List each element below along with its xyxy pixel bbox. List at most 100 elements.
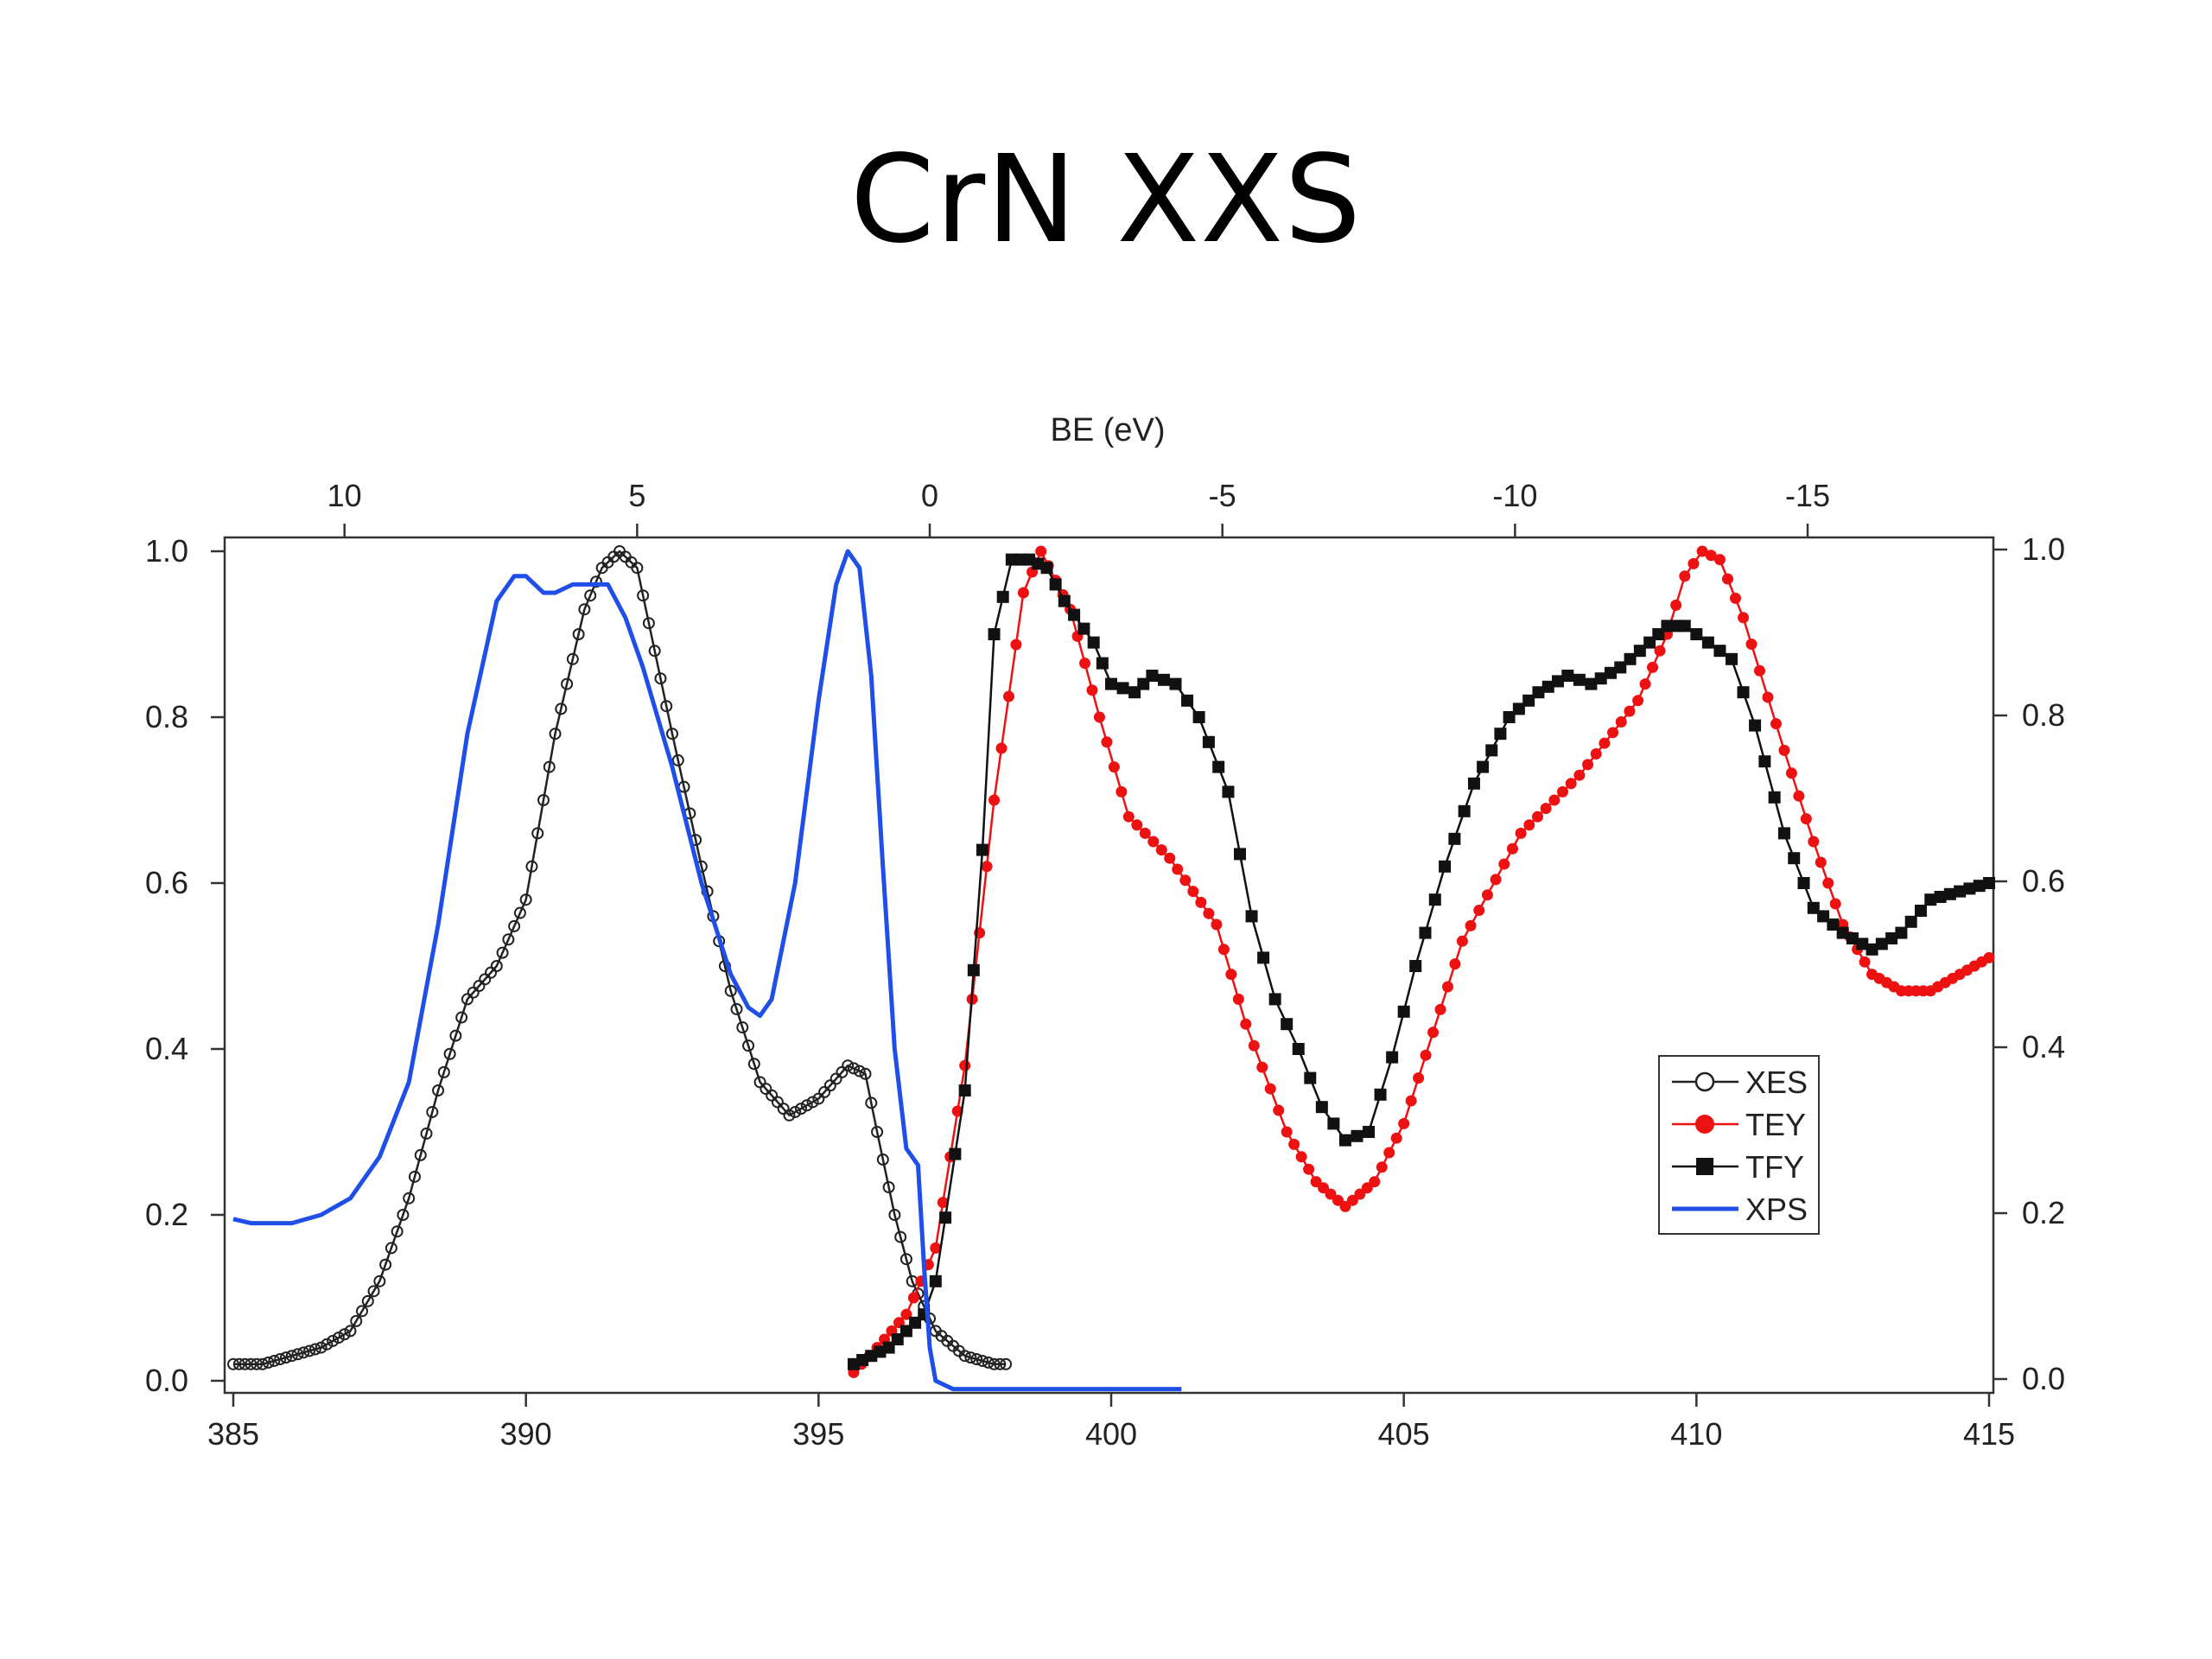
data-point [1077, 622, 1090, 635]
data-point [403, 1192, 416, 1205]
data-point [1257, 951, 1270, 964]
data-point [373, 1274, 386, 1287]
data-point [443, 1047, 456, 1060]
data-point [1397, 1005, 1410, 1018]
data-point [350, 1314, 363, 1327]
data-point [964, 1351, 977, 1364]
data-point [1195, 896, 1207, 908]
data-point [1427, 1027, 1440, 1039]
data-point [1654, 645, 1666, 657]
data-point [1594, 672, 1607, 685]
data-point [1108, 761, 1120, 773]
data-point [1449, 958, 1461, 970]
data-point [578, 603, 591, 616]
data-point [894, 1230, 907, 1243]
data-point [1439, 860, 1452, 873]
data-point [865, 1096, 878, 1109]
data-point [232, 1357, 245, 1370]
data-point [308, 1343, 321, 1356]
data-point [1815, 856, 1827, 868]
series-tfy [847, 553, 1995, 1370]
data-point [1169, 677, 1182, 690]
data-point [747, 1058, 760, 1071]
data-point [1924, 893, 1937, 906]
data-point [1713, 645, 1726, 658]
data-point [1725, 652, 1738, 665]
data-point [531, 827, 544, 840]
data-point [1582, 759, 1594, 771]
data-point [1498, 858, 1510, 870]
data-point [783, 1109, 796, 1122]
data-point [566, 652, 579, 665]
data-point [1361, 1182, 1373, 1194]
data-point [1332, 1194, 1344, 1206]
data-point [1745, 639, 1758, 651]
data-point [1139, 827, 1151, 839]
data-point [1310, 1176, 1322, 1188]
data-point [1503, 711, 1516, 723]
data-point [1093, 711, 1105, 723]
legend-label: XPS [1745, 1192, 1808, 1227]
data-point [981, 861, 993, 873]
data-point [1607, 727, 1619, 739]
data-point [907, 1292, 919, 1304]
data-point [1729, 592, 1741, 604]
data-point [1632, 695, 1644, 707]
y-tick-label-right: 1.0 [2022, 531, 2065, 567]
data-point [391, 1225, 404, 1238]
data-point [1147, 836, 1160, 848]
data-point [367, 1285, 380, 1298]
data-point [842, 1059, 855, 1072]
data-point [262, 1356, 275, 1369]
data-point [959, 1059, 971, 1071]
data-point [967, 963, 980, 976]
data-point [1192, 711, 1205, 723]
data-point [1565, 778, 1577, 790]
data-point [1172, 863, 1184, 875]
y-tick-label-right: 0.0 [2022, 1361, 2065, 1396]
data-point [631, 562, 644, 575]
data-point [1155, 844, 1167, 856]
data-point [1540, 803, 1552, 815]
data-point [976, 843, 988, 856]
data-point [1441, 981, 1453, 993]
data-point [1829, 898, 1841, 910]
data-point [1895, 926, 1908, 939]
data-point [1264, 1083, 1276, 1095]
data-point [1122, 810, 1135, 823]
data-point [1273, 1104, 1285, 1116]
data-point [1846, 932, 1859, 944]
data-point [238, 1357, 251, 1370]
data-point [871, 1126, 884, 1138]
data-point [1179, 874, 1192, 887]
data-point [297, 1346, 310, 1359]
data-point [1256, 1061, 1268, 1073]
data-point [291, 1348, 304, 1361]
x-tick-label: 400 [1085, 1416, 1137, 1452]
data-point [1678, 620, 1691, 632]
data-point [1494, 728, 1507, 741]
data-point [996, 590, 1009, 603]
data-point [970, 1353, 983, 1366]
x-tick-label: 410 [1670, 1416, 1722, 1452]
x-tick-label: 405 [1378, 1416, 1430, 1452]
legend-label: TFY [1745, 1149, 1804, 1185]
series-xps [232, 549, 1182, 1392]
y-tick-label-left: 0.8 [145, 699, 188, 734]
data-point [730, 1002, 743, 1015]
data-point [1866, 943, 1878, 956]
legend-marker [1696, 1158, 1713, 1175]
data-point [1800, 813, 1812, 825]
data-point [1749, 719, 1762, 732]
data-point [671, 753, 684, 766]
data-point [988, 628, 1001, 640]
data-point [508, 919, 521, 932]
data-point [1245, 910, 1258, 923]
data-point [1561, 670, 1574, 682]
data-point [245, 1357, 257, 1370]
data-point [361, 1294, 374, 1307]
data-point [929, 1274, 942, 1287]
data-point [642, 617, 655, 630]
data-point [1420, 1049, 1432, 1061]
data-point [490, 960, 503, 972]
